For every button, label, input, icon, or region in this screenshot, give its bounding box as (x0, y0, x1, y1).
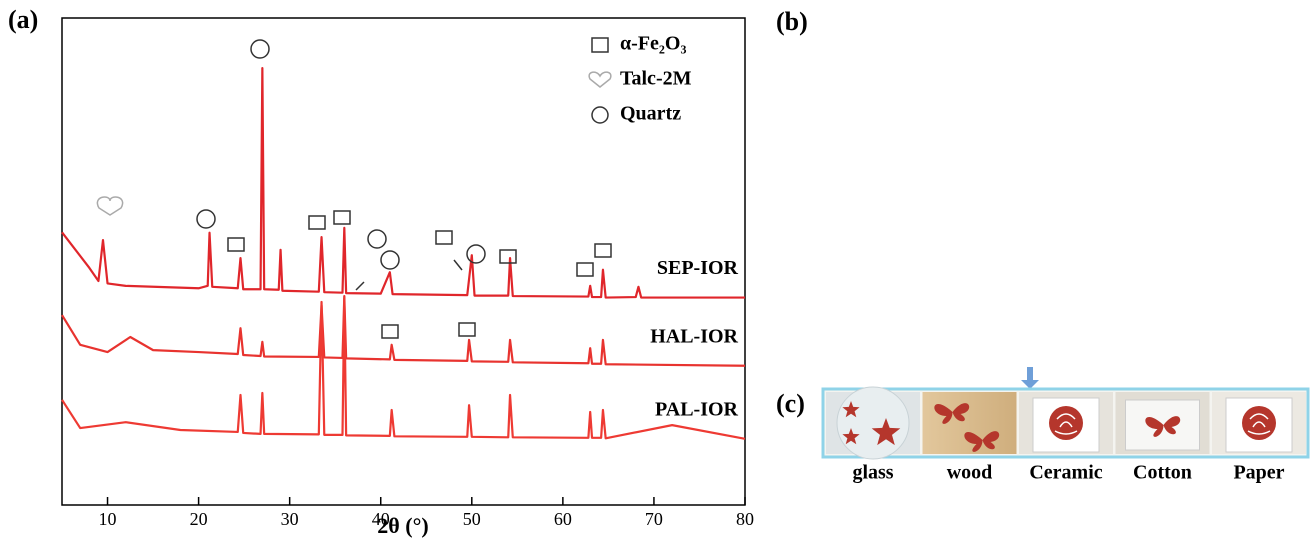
star (842, 401, 860, 418)
panel-label: (c) (776, 389, 805, 418)
legend-symbol (588, 71, 612, 88)
arrow (1021, 367, 1039, 389)
legend-label: Quartz (620, 103, 681, 125)
series-line (61, 67, 745, 299)
legend-symbol (591, 37, 609, 53)
legend-symbol (591, 106, 609, 124)
rose (1049, 406, 1083, 440)
star (842, 428, 860, 445)
series-label: PAL-IOR (655, 398, 739, 420)
butterfly (1145, 416, 1181, 437)
substrate-label: Ceramic (1029, 462, 1102, 484)
panel-label: (b) (776, 7, 808, 36)
x-tick-label: 40 (372, 509, 390, 529)
legend: α-Fe₂O₃ Talc-2M Quartz (588, 33, 692, 125)
substrate-label: Paper (1233, 462, 1284, 484)
series-label: SEP-IOR (657, 257, 739, 279)
substrate-label: glass (852, 462, 893, 484)
panel-label: (a) (8, 5, 38, 34)
legend-label: α-Fe₂O₃ (620, 33, 686, 55)
x-tick-label: 60 (554, 509, 572, 529)
butterfly (964, 431, 1000, 452)
substrate-label: wood (947, 462, 993, 484)
plot-frame (61, 17, 746, 506)
rose-detail (1247, 413, 1271, 435)
x-tick-label: 70 (645, 509, 663, 529)
substrate-panel: glass wood Ceramic Cotton Paper (821, 386, 1310, 484)
star (871, 418, 901, 446)
series-line (61, 294, 746, 367)
phase-markers (96, 39, 612, 339)
series-line (61, 296, 746, 440)
x-tick-label: 80 (736, 509, 754, 529)
x-tick-label: 20 (190, 509, 208, 529)
series-label: HAL-IOR (650, 325, 738, 347)
butterfly (934, 403, 970, 424)
x-tick-label: 50 (463, 509, 481, 529)
x-axis-label: 2θ (°) (377, 513, 428, 538)
legend-label: Talc-2M (620, 68, 692, 90)
x-tick-label: 30 (281, 509, 299, 529)
plot-area: 10 20 30 40 50 60 70 80 SEP-IOR HAL-IOR PAL-IOR (61, 67, 754, 529)
substrate-label: Cotton (1133, 462, 1192, 484)
x-tick-label: 10 (99, 509, 117, 529)
glass-dish (836, 386, 910, 460)
substrate-photo (922, 392, 1017, 454)
rose-detail (1054, 413, 1078, 435)
rose (1242, 406, 1276, 440)
